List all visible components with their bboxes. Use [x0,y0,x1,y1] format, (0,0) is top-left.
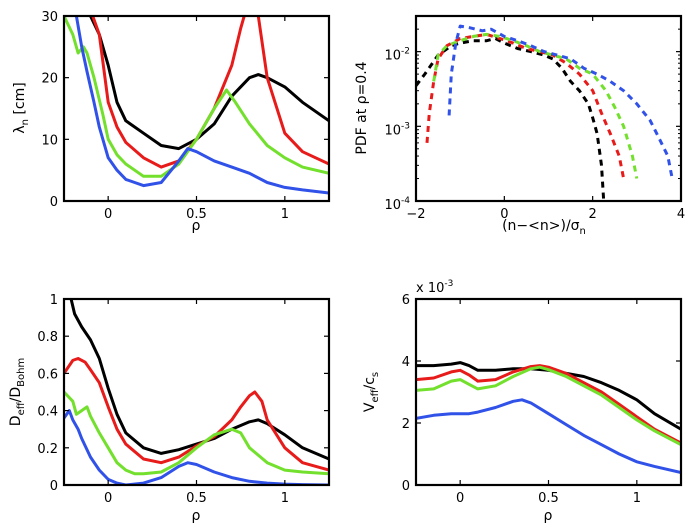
p3-series-layer [64,299,329,485]
p4-ytick-label: 0 [402,479,410,494]
p4-ticks: 0 0.5 1 0 2 4 6 [402,293,681,506]
p2-ticks: −2 0 2 4 10-4 10-3 10-2 [384,15,685,222]
p2-ytick-label: 10-3 [384,121,410,138]
p4-multiplier: x 10-3 [416,279,453,296]
p2-series-layer [416,24,674,201]
p3-xtick-label: 0.5 [186,491,207,506]
p1-xlabel: ρ [192,218,201,234]
p2-xtick-label: 0 [500,207,508,222]
p3-ytick-label: 0.4 [37,405,58,420]
p1-series-black [88,16,329,151]
p3-ytick-label: 0 [50,479,58,494]
p2-xtick-label: 4 [677,207,685,222]
p1-series-green [64,16,329,178]
p3-series-black [69,299,329,461]
p4-axes-frame [414,297,683,487]
p1-ytick-label: 0 [50,195,58,210]
p1-xtick-label: 0 [104,207,112,222]
p4-ytick-label: 4 [402,355,410,370]
p3-ylabel: Deff/DBohm [8,358,27,426]
p3-ytick-label: 0.8 [37,330,58,345]
p1-ytick-label: 20 [41,72,58,87]
p1-ytick-label: 30 [41,10,58,25]
p3-series-red [64,357,329,472]
p4-ytick-label: 6 [402,293,410,308]
p1-ytick-label: 10 [41,133,58,148]
p2-ytick-label: 10-2 [384,47,410,64]
p4-series-red [416,364,681,445]
p1-axes-frame [62,14,331,203]
p3-series-green [64,390,329,476]
p3-ytick-label: 0.2 [37,442,58,457]
p1-ylabel: λn [cm] [12,82,31,133]
p3-xtick-label: 0 [104,491,112,506]
p2-xtick-label: −2 [406,207,425,222]
p4-xtick-label: 1 [633,491,641,506]
p4-xtick-label: 0 [456,491,464,506]
panel-velocity: 0 0.5 1 0 2 4 6 ρ Veff/cs x 10-3 [362,279,683,524]
p2-xtick-label: 2 [589,207,597,222]
p1-xtick-label: 1 [281,207,289,222]
p3-series-blue [64,409,329,485]
p1-series-layer [64,16,329,195]
p1-series-blue [74,16,329,195]
p2-xlabel: (n−<n>)/σn [502,218,586,237]
p2-series-green [432,32,639,179]
panel-diffusion: 0 0.5 1 0 0.2 0.4 0.6 0.8 1 ρ Deff/DBohm [8,293,331,524]
p4-xlabel: ρ [544,508,553,524]
p3-ytick-label: 0.6 [37,367,58,382]
p4-series-layer [416,361,681,475]
p1-xtick-label: 0.5 [186,207,207,222]
p2-ylabel: PDF at ρ=0.4 [354,61,370,154]
p4-series-blue [416,398,681,475]
p4-ylabel: Veff/cs [362,372,381,412]
p4-series-green [416,365,681,447]
p3-xtick-label: 1 [281,491,289,506]
p4-ytick-label: 2 [402,417,410,432]
p3-ticks: 0 0.5 1 0 0.2 0.4 0.6 0.8 1 [37,293,329,506]
p2-series-blue [447,24,674,179]
p3-ytick-label: 1 [50,293,58,308]
p3-xlabel: ρ [192,508,201,524]
p4-xtick-label: 0.5 [538,491,559,506]
p2-axes-frame [414,14,683,203]
panel-pdf: −2 0 2 4 10-4 10-3 10-2 (n−<n>)/σn PDF at ρ=0.… [354,14,685,237]
p2-ytick-label: 10-4 [384,196,410,213]
p2-series-red [425,32,626,179]
